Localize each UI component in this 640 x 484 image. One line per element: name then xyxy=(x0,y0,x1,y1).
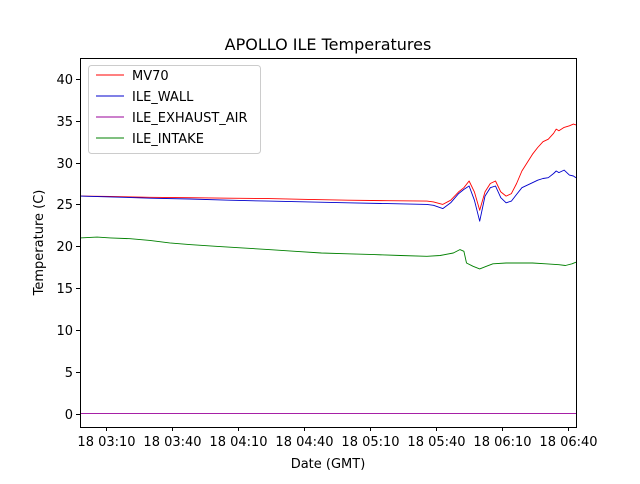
y-tick-label: 0 xyxy=(65,408,73,423)
x-tick-label: 18 03:40 xyxy=(143,435,201,450)
x-tick-label: 18 04:40 xyxy=(275,435,333,450)
axis-ticks: 0 5 10 15 20 25 30 35 40 18 03:10 18 03:40 18 04:10… xyxy=(56,73,597,450)
x-tick-label: 18 03:10 xyxy=(77,435,135,450)
y-tick-label: 35 xyxy=(56,115,73,130)
x-tick-label: 18 04:10 xyxy=(209,435,267,450)
y-tick-label: 15 xyxy=(56,282,73,297)
legend-label-ile-exhaust-air: ILE_EXHAUST_AIR xyxy=(132,111,248,126)
y-tick-label: 40 xyxy=(56,73,73,88)
x-tick-label: 18 05:40 xyxy=(407,435,465,450)
x-tick-label: 18 06:40 xyxy=(539,435,597,450)
legend: MV70 ILE_WALL ILE_EXHAUST_AIR ILE_INTAKE xyxy=(88,65,261,154)
y-tick-label: 10 xyxy=(56,324,73,339)
x-tick-label: 18 06:10 xyxy=(473,435,531,450)
legend-label-ile-wall: ILE_WALL xyxy=(132,90,194,105)
legend-box xyxy=(88,65,261,154)
plot-frame xyxy=(80,58,577,428)
series-line-ile-wall xyxy=(79,169,577,222)
y-tick-label: 25 xyxy=(56,198,73,213)
chart-title: APOLLO ILE Temperatures xyxy=(225,35,432,54)
y-axis-label: Temperature (C) xyxy=(32,190,47,297)
x-axis-label: Date (GMT) xyxy=(291,457,366,472)
series-line-ile-intake xyxy=(79,236,577,270)
y-tick-label: 20 xyxy=(56,240,73,255)
series-line-mv70 xyxy=(79,123,577,211)
y-tick-label: 5 xyxy=(65,366,73,381)
series-lines xyxy=(79,123,577,415)
y-tick-label: 30 xyxy=(56,157,73,172)
legend-label-ile-intake: ILE_INTAKE xyxy=(132,132,204,147)
x-tick-label: 18 05:10 xyxy=(341,435,399,450)
legend-label-mv70: MV70 xyxy=(132,69,169,84)
